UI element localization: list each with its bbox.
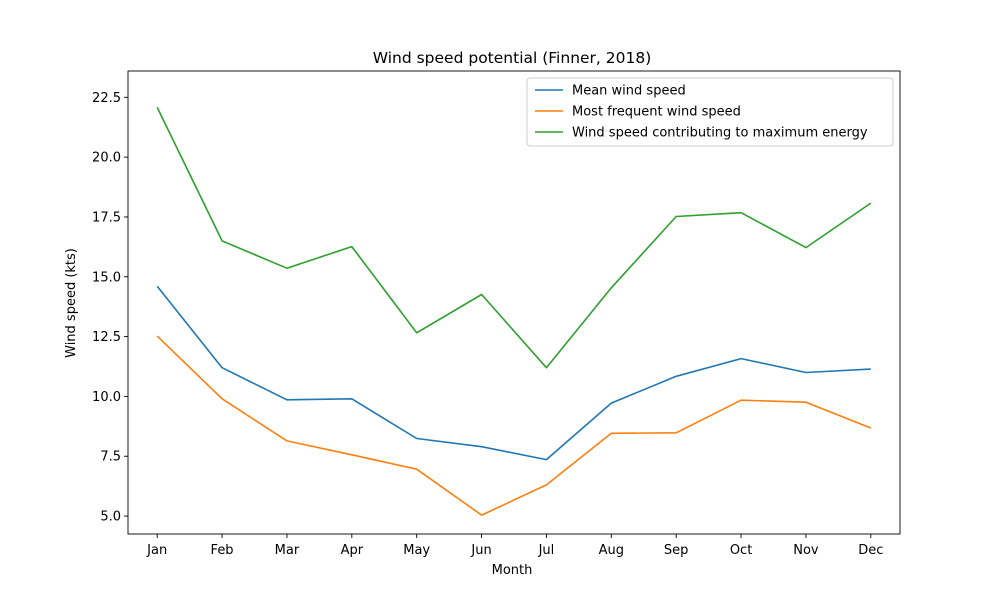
x-tick-label: Aug: [599, 543, 624, 558]
y-tick-label: 15.0: [92, 270, 121, 285]
series-line-1: [156, 285, 871, 461]
legend-box: [526, 77, 894, 147]
x-tick-label: Jun: [470, 543, 491, 558]
x-tick-label: Oct: [730, 543, 752, 558]
x-tick-label: Apr: [341, 543, 364, 558]
plot-frame: [127, 70, 901, 535]
y-tick-label: 12.5: [92, 330, 121, 345]
x-axis-label: Month: [492, 563, 533, 578]
x-tick-label: May: [403, 543, 430, 558]
y-tick-label: 17.5: [92, 210, 121, 225]
x-tick-label: Dec: [858, 543, 883, 558]
legend-label: Wind speed contributing to maximum energ…: [572, 126, 868, 141]
plot-area: Jan Feb Mar Apr May Jun Jul Aug Sep Oct Nov Dec 5.0 7…: [92, 70, 901, 558]
y-tick-label: 20.0: [92, 151, 121, 166]
x-tick-label: Sep: [664, 543, 689, 558]
chart-title: Wind speed potential (Finner, 2018): [373, 49, 652, 67]
x-tick-label: Jan: [146, 543, 167, 558]
series-line-2: [156, 335, 872, 516]
legend-label: Most frequent wind speed: [572, 105, 741, 120]
legend: Mean wind speed Most frequent wind speed W…: [526, 77, 894, 147]
x-tick-label: Nov: [793, 543, 819, 558]
x-tick-label: Mar: [275, 543, 300, 558]
x-tick-label: Jul: [538, 543, 555, 558]
y-tick-label: 10.0: [92, 390, 121, 405]
series-line-3: [156, 107, 872, 369]
y-tick-label: 22.5: [92, 91, 121, 106]
y-tick-label: 5.0: [100, 510, 121, 525]
legend-label: Mean wind speed: [572, 84, 686, 99]
x-tick-label: Feb: [211, 543, 234, 558]
y-tick-label: 7.5: [100, 450, 121, 465]
y-axis-label: Wind speed (kts): [64, 248, 79, 358]
